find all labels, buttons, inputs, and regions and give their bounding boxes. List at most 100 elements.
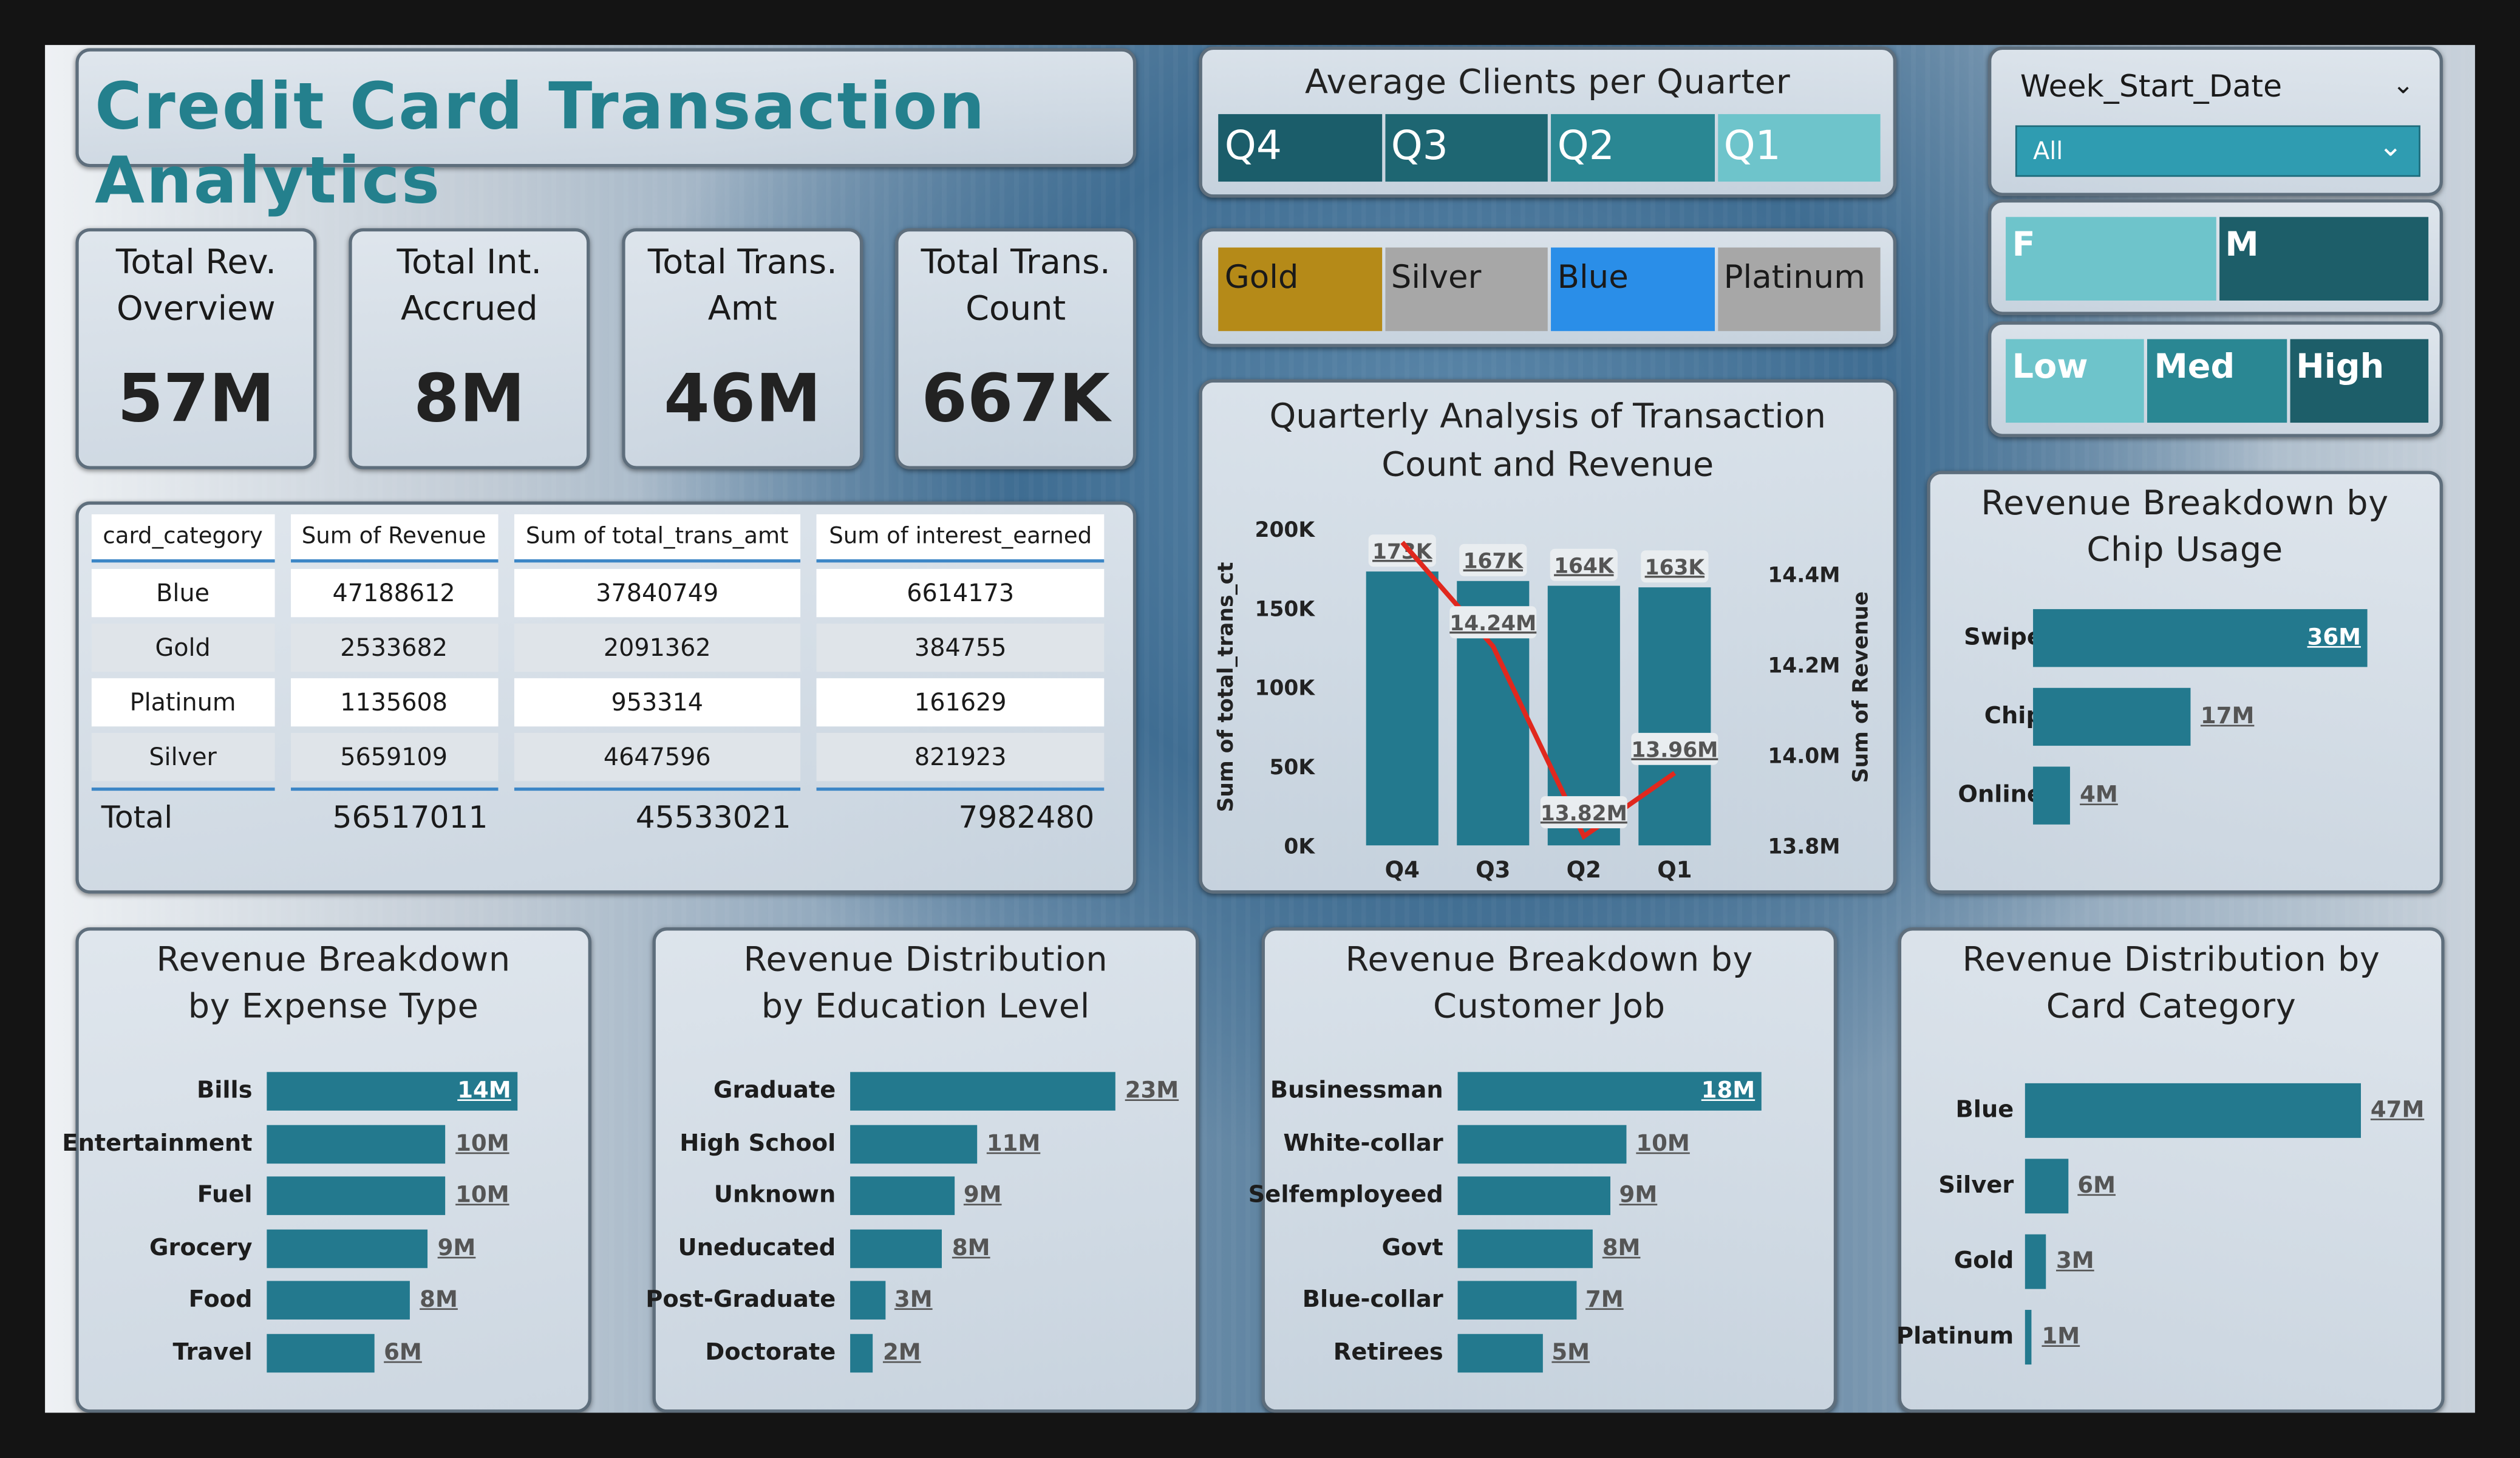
card-category-chart-panel: Revenue Distribution by Card Category Bl… bbox=[1896, 927, 2448, 1413]
x-tick-label: Q2 bbox=[1567, 857, 1601, 883]
bar-value-label: 10M bbox=[455, 1131, 509, 1157]
y2-tick-label: 13.8M bbox=[1768, 834, 1840, 859]
bar-category-label: High School bbox=[679, 1131, 836, 1157]
week-filter-dropdown[interactable]: All ⌄ bbox=[2015, 125, 2420, 177]
bar[interactable] bbox=[1366, 571, 1439, 846]
kpi-value: 667K bbox=[921, 359, 1111, 437]
bar[interactable] bbox=[2025, 1159, 2068, 1214]
table-cell: 5659109 bbox=[290, 732, 498, 782]
bar[interactable] bbox=[1457, 1334, 1542, 1373]
y-tick-label: 100K bbox=[1255, 676, 1316, 701]
card-option-blue[interactable]: Blue bbox=[1551, 247, 1714, 332]
table-total-cell: 45533021 bbox=[513, 787, 801, 845]
table-row: Blue 47188612 37840749 6614173 bbox=[91, 568, 1105, 618]
quarter-tile-q3[interactable]: Q3 bbox=[1384, 114, 1548, 182]
bar[interactable] bbox=[267, 1072, 518, 1111]
card-option-platinum[interactable]: Platinum bbox=[1717, 247, 1881, 332]
bar[interactable] bbox=[267, 1229, 428, 1268]
card-slicer: Gold Silver Blue Platinum bbox=[1218, 247, 1881, 332]
dashboard-canvas: Credit Card Transaction Analytics Averag… bbox=[45, 45, 2475, 1413]
bar-row: Food 8M bbox=[79, 1281, 595, 1320]
bar-category-label: Chip bbox=[1984, 704, 2043, 730]
bar[interactable] bbox=[850, 1229, 942, 1268]
bar-row: Online 4M bbox=[1930, 766, 2447, 825]
kpi-card: Total Rev. Overview 57M bbox=[75, 228, 317, 469]
bar-row: Retirees 5M bbox=[1265, 1334, 1841, 1373]
bar-row: Graduate 23M bbox=[656, 1072, 1202, 1111]
bar-row: Silver 6M bbox=[1901, 1159, 2448, 1214]
avg-clients-panel: Average Clients per Quarter Q4 Q3 Q2 Q1 bbox=[1199, 46, 1897, 198]
kpi-value: 57M bbox=[117, 359, 275, 437]
bar-row: Blue-collar 7M bbox=[1265, 1281, 1841, 1320]
bar[interactable] bbox=[1457, 1281, 1576, 1320]
bar[interactable] bbox=[267, 1176, 446, 1216]
quarterly-chart-panel: Quarterly Analysis of Transaction Count a… bbox=[1199, 379, 1897, 894]
bar[interactable] bbox=[1457, 1072, 1762, 1111]
bar[interactable] bbox=[850, 1072, 1115, 1111]
bar-row: Grocery 9M bbox=[79, 1229, 595, 1268]
table-header-cell: Sum of total_trans_amt bbox=[513, 514, 801, 563]
bar[interactable] bbox=[2033, 609, 2368, 667]
bar-value-label: 9M bbox=[1619, 1183, 1658, 1209]
bar-row: Blue 47M bbox=[1901, 1083, 2448, 1138]
bar-row: Fuel 10M bbox=[79, 1176, 595, 1216]
bar[interactable] bbox=[850, 1281, 885, 1320]
table-row: Gold 2533682 2091362 384755 bbox=[91, 623, 1105, 672]
chevron-down-icon[interactable]: ⌄ bbox=[2392, 69, 2414, 100]
table-cell: 821923 bbox=[817, 732, 1105, 782]
bar-value-label: 163K bbox=[1645, 556, 1706, 580]
table-cell: Platinum bbox=[91, 678, 274, 727]
income-option-high[interactable]: High bbox=[2289, 339, 2429, 423]
bar[interactable] bbox=[850, 1124, 977, 1163]
bar-value-label: 3M bbox=[894, 1288, 933, 1314]
bar-row: High School 11M bbox=[656, 1124, 1202, 1163]
card-option-silver[interactable]: Silver bbox=[1384, 247, 1548, 332]
bar-value-label: 7M bbox=[1585, 1288, 1624, 1314]
bar[interactable] bbox=[2033, 766, 2071, 825]
table-total-row: Total 56517011 45533021 7982480 bbox=[91, 787, 1105, 845]
bar-category-label: Online bbox=[1958, 782, 2043, 809]
bar[interactable] bbox=[850, 1176, 954, 1216]
quarter-tile-q1[interactable]: Q1 bbox=[1717, 114, 1881, 182]
bar-row: Govt 8M bbox=[1265, 1229, 1841, 1268]
table-cell: 2091362 bbox=[513, 623, 801, 672]
bar-row: Unknown 9M bbox=[656, 1176, 1202, 1216]
bar-category-label: Selfemployeed bbox=[1248, 1183, 1443, 1209]
card-category-chart-title: Revenue Distribution by Card Category bbox=[1962, 940, 2380, 1026]
bar-row: Selfemployeed 9M bbox=[1248, 1176, 1841, 1216]
line-value-label: 13.96M bbox=[1631, 738, 1718, 763]
quarter-tile-q4[interactable]: Q4 bbox=[1218, 114, 1381, 182]
gender-option-m[interactable]: M bbox=[2218, 217, 2429, 301]
bar[interactable] bbox=[1638, 587, 1711, 846]
bar-row: Businessman 18M bbox=[1265, 1072, 1841, 1111]
bar[interactable] bbox=[1457, 1176, 1610, 1216]
bar[interactable] bbox=[2033, 687, 2191, 746]
bar[interactable] bbox=[267, 1334, 375, 1373]
bar-category-label: Gold bbox=[1953, 1248, 2014, 1275]
job-chart-title: Revenue Breakdown by Customer Job bbox=[1345, 940, 1754, 1026]
income-option-low[interactable]: Low bbox=[2006, 339, 2145, 423]
bar-value-label: 6M bbox=[2077, 1173, 2116, 1199]
bar[interactable] bbox=[2025, 1310, 2032, 1365]
card-option-gold[interactable]: Gold bbox=[1218, 247, 1381, 332]
quarter-tile-q2[interactable]: Q2 bbox=[1551, 114, 1714, 182]
bar-value-label: 10M bbox=[455, 1183, 509, 1209]
bar-row: Swipe 36M bbox=[1930, 609, 2447, 667]
quarterly-chart: Quarterly Analysis of Transaction Count a… bbox=[1214, 397, 1873, 883]
bar[interactable] bbox=[850, 1334, 874, 1373]
bar[interactable] bbox=[1457, 1124, 1627, 1163]
bar[interactable] bbox=[2025, 1234, 2047, 1289]
y-tick-label: 150K bbox=[1255, 597, 1316, 621]
table-header-row: card_category Sum of Revenue Sum of total_… bbox=[91, 514, 1105, 563]
bar[interactable] bbox=[267, 1124, 446, 1163]
bar[interactable] bbox=[1457, 1229, 1593, 1268]
bar[interactable] bbox=[267, 1281, 410, 1320]
line-value-label: 13.82M bbox=[1541, 802, 1627, 826]
chip-chart: Swipe 36M Chip 17M Online 4M bbox=[1930, 609, 2447, 860]
gender-option-f[interactable]: F bbox=[2006, 217, 2216, 301]
bar-category-label: Food bbox=[188, 1288, 253, 1314]
kpi-label: Total Int. Accrued bbox=[397, 242, 542, 328]
income-option-med[interactable]: Med bbox=[2147, 339, 2287, 423]
bar[interactable] bbox=[2025, 1083, 2362, 1138]
